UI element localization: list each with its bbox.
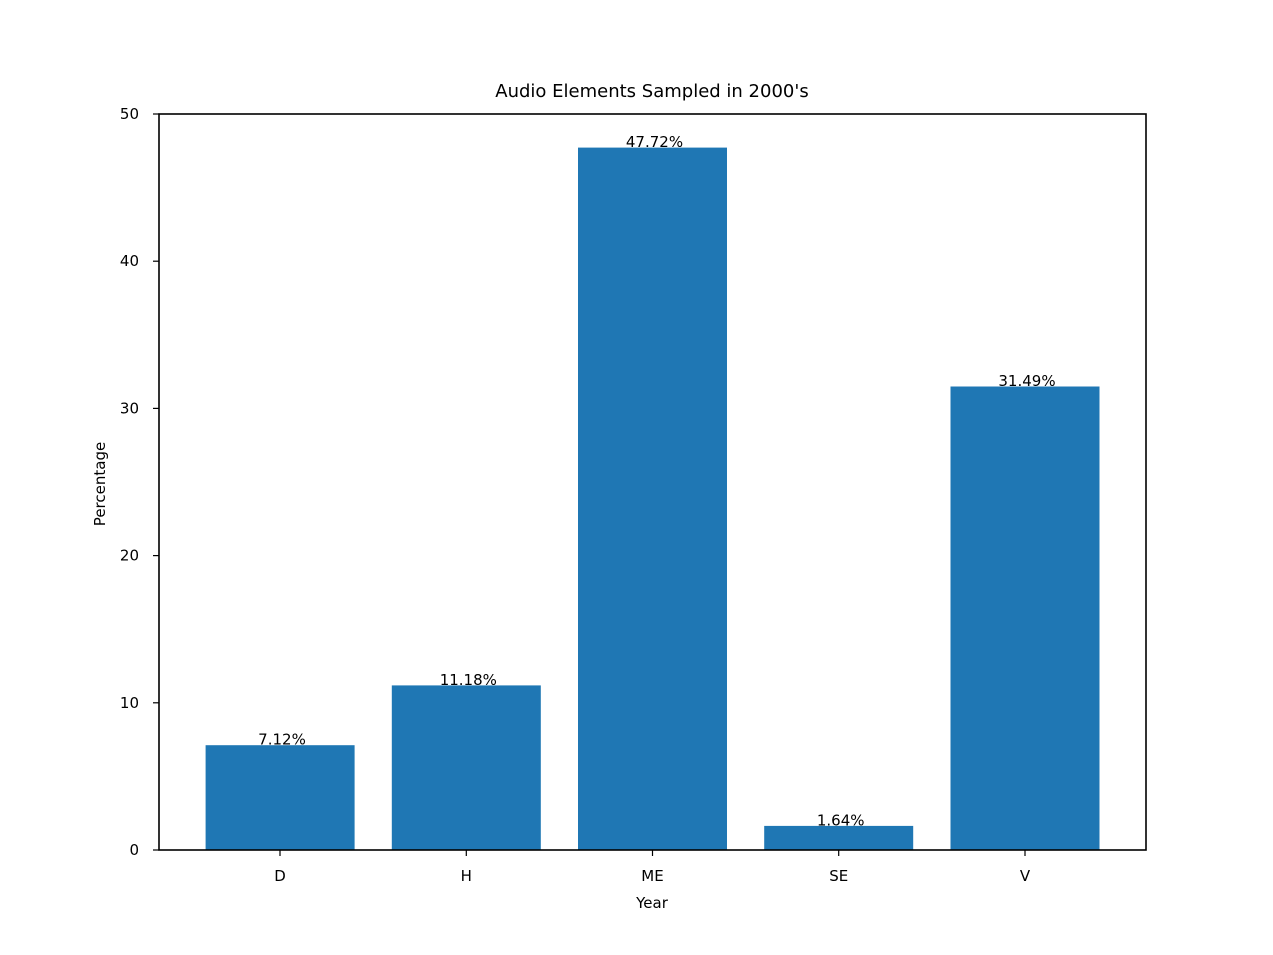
y-tick-label-40: 40 — [120, 252, 139, 270]
chart-title: Audio Elements Sampled in 2000's — [495, 81, 808, 102]
bars-group — [205, 147, 1100, 851]
bar-h — [391, 685, 541, 850]
y-axis-label: Percentage — [91, 442, 109, 526]
x-tick-label-d: D — [274, 867, 286, 885]
y-tick-label-30: 30 — [120, 399, 139, 417]
bar-d — [205, 745, 355, 850]
data-label-h: 11.18% — [440, 671, 497, 689]
y-tick-label-50: 50 — [120, 105, 139, 123]
bar-labels-group: 7.12% 11.18% 47.72% 1.64% 31.49% — [258, 133, 1055, 829]
x-tick-label-v: V — [1020, 867, 1031, 885]
bar-v — [950, 386, 1100, 850]
x-tick-label-me: ME — [641, 867, 663, 885]
x-axis-label: Year — [635, 894, 669, 912]
x-tick-label-h: H — [461, 867, 472, 885]
y-tick-label-10: 10 — [120, 694, 139, 712]
y-tick-label-20: 20 — [120, 547, 139, 565]
plot-frame — [158, 113, 1147, 851]
data-label-me: 47.72% — [626, 133, 683, 151]
x-tick-label-se: SE — [829, 867, 848, 885]
bar-me — [578, 147, 727, 851]
bar-se — [764, 825, 914, 850]
data-label-d: 7.12% — [258, 731, 306, 749]
data-label-v: 31.49% — [998, 372, 1055, 390]
y-tick-label-0: 0 — [129, 841, 139, 859]
x-axis: D H ME SE V — [274, 850, 1031, 885]
data-label-se: 1.64% — [817, 811, 865, 829]
y-axis: 0 10 20 30 40 50 — [120, 105, 159, 859]
